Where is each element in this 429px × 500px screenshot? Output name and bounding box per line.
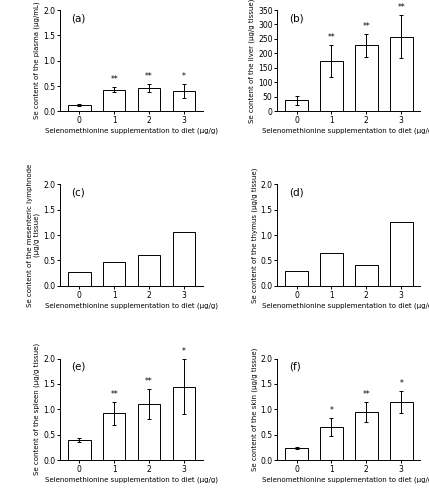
X-axis label: Selenomethionine supplementation to diet (μg/g): Selenomethionine supplementation to diet… <box>45 128 218 134</box>
Bar <box>138 256 160 286</box>
Text: *: * <box>329 406 333 415</box>
Text: **: ** <box>110 390 118 399</box>
Bar <box>68 105 91 112</box>
Bar <box>285 448 308 460</box>
Text: **: ** <box>363 390 370 398</box>
Y-axis label: Se content of the plasma (μg/mL): Se content of the plasma (μg/mL) <box>34 2 40 120</box>
Bar <box>172 386 195 460</box>
Bar <box>172 91 195 112</box>
Text: **: ** <box>328 32 335 42</box>
Bar <box>355 266 378 285</box>
Bar <box>390 36 413 112</box>
Bar <box>320 60 343 112</box>
Text: (c): (c) <box>72 188 85 198</box>
Text: **: ** <box>145 72 153 82</box>
Bar <box>320 252 343 286</box>
Bar <box>138 88 160 112</box>
Bar <box>355 46 378 112</box>
Y-axis label: Se content of the thymus (μg/g tissue): Se content of the thymus (μg/g tissue) <box>251 168 258 302</box>
Bar <box>103 262 125 285</box>
Bar <box>390 402 413 460</box>
Text: **: ** <box>363 22 370 30</box>
Text: (b): (b) <box>289 13 303 23</box>
Text: (e): (e) <box>72 362 86 372</box>
Text: (a): (a) <box>72 13 86 23</box>
Text: **: ** <box>145 377 153 386</box>
X-axis label: Selenomethionine supplementation to diet (μg/g): Selenomethionine supplementation to diet… <box>263 128 429 134</box>
Y-axis label: Se content of the spleen (μg/g tissue): Se content of the spleen (μg/g tissue) <box>34 344 40 475</box>
Y-axis label: Se content of the liver (μg/g tissue): Se content of the liver (μg/g tissue) <box>249 0 255 123</box>
Bar <box>68 272 91 285</box>
X-axis label: Selenomethionine supplementation to diet (μg/g): Selenomethionine supplementation to diet… <box>263 302 429 309</box>
Bar <box>285 272 308 285</box>
Bar <box>103 414 125 460</box>
Text: (f): (f) <box>289 362 301 372</box>
Text: *: * <box>399 378 403 388</box>
Bar <box>68 440 91 460</box>
Text: (d): (d) <box>289 188 303 198</box>
Bar <box>285 100 308 112</box>
Bar <box>320 427 343 460</box>
X-axis label: Selenomethionine supplementation to diet (μg/g): Selenomethionine supplementation to diet… <box>263 476 429 483</box>
Text: *: * <box>182 72 186 82</box>
X-axis label: Selenomethionine supplementation to diet (μg/g): Selenomethionine supplementation to diet… <box>45 476 218 483</box>
Y-axis label: Se content of the skin (μg/g tissue): Se content of the skin (μg/g tissue) <box>251 348 258 471</box>
Bar <box>172 232 195 285</box>
Bar <box>390 222 413 286</box>
X-axis label: Selenomethionine supplementation to diet (μg/g): Selenomethionine supplementation to diet… <box>45 302 218 309</box>
Text: **: ** <box>397 3 405 12</box>
Text: **: ** <box>110 75 118 84</box>
Bar <box>103 90 125 112</box>
Bar <box>138 404 160 460</box>
Bar <box>355 412 378 460</box>
Text: *: * <box>182 346 186 356</box>
Y-axis label: Se content of the mesenteric lymphnode
(μg/g tissue): Se content of the mesenteric lymphnode (… <box>27 164 40 306</box>
